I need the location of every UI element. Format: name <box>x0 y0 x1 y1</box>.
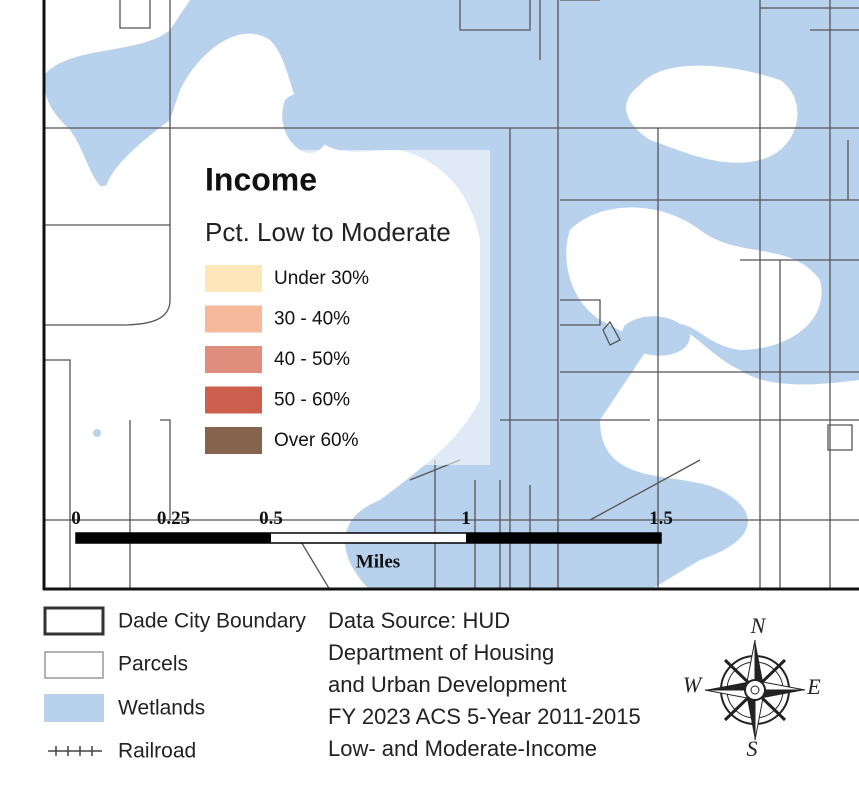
legend-label: Dade City Boundary <box>118 610 306 633</box>
income-swatch <box>205 427 262 454</box>
scale-segment <box>76 533 271 543</box>
income-swatch <box>205 265 262 292</box>
wetlands <box>282 92 331 154</box>
data-source: Data Source: HUD Department of Housing and… <box>328 608 641 761</box>
wetlands <box>622 316 690 356</box>
map-legend: Dade City Boundary Parcels Wetlands Railroa… <box>43 606 306 763</box>
income-swatch <box>205 386 262 414</box>
source-line: and Urban Development <box>328 672 566 697</box>
scale-segment <box>466 533 661 543</box>
scale-tick-label: 1.5 <box>649 508 673 529</box>
income-swatch <box>205 346 262 373</box>
source-line: Department of Housing <box>328 640 554 665</box>
wetlands <box>44 0 859 590</box>
legend-label: Wetlands <box>118 697 205 720</box>
legend-label: Parcels <box>118 653 188 676</box>
income-label: Under 30% <box>274 268 369 289</box>
wetlands <box>93 429 101 437</box>
income-swatch <box>205 305 262 333</box>
compass-center <box>750 685 760 695</box>
legend-title: Income <box>205 161 317 197</box>
wetland-swatch <box>44 694 104 722</box>
compass-west: W <box>683 672 703 697</box>
legend-subtitle: Pct. Low to Moderate <box>205 217 451 247</box>
source-line: FY 2023 ACS 5-Year 2011-2015 <box>328 704 641 729</box>
income-label: 30 - 40% <box>274 309 350 330</box>
compass-east: E <box>806 674 821 699</box>
scale-bar: Miles 0 0.25 0.5 1 1.5 <box>71 508 673 572</box>
legend-label: Railroad <box>118 740 196 763</box>
scale-tick-label: 0.5 <box>259 508 283 529</box>
scale-tick-label: 0.25 <box>157 508 190 529</box>
upland <box>566 207 822 350</box>
railroad-swatch <box>48 746 102 756</box>
income-label: 40 - 50% <box>274 349 350 370</box>
income-label: 50 - 60% <box>274 390 350 411</box>
compass-star <box>723 658 787 722</box>
boundary-swatch <box>43 606 105 636</box>
scale-tick-label: 1 <box>461 508 471 529</box>
income-legend: Income Pct. Low to Moderate Under 30% 30 … <box>190 150 490 465</box>
scale-unit: Miles <box>356 551 400 572</box>
compass-south: S <box>747 736 758 761</box>
source-line: Data Source: HUD <box>328 608 510 633</box>
source-line: Low- and Moderate-Income <box>328 736 597 761</box>
income-label: Over 60% <box>274 430 359 451</box>
scale-tick-label: 0 <box>71 508 81 529</box>
upland <box>626 65 798 163</box>
compass-rose: N E S W <box>683 613 821 761</box>
compass-north: N <box>750 613 767 638</box>
parcel-swatch <box>44 651 104 679</box>
